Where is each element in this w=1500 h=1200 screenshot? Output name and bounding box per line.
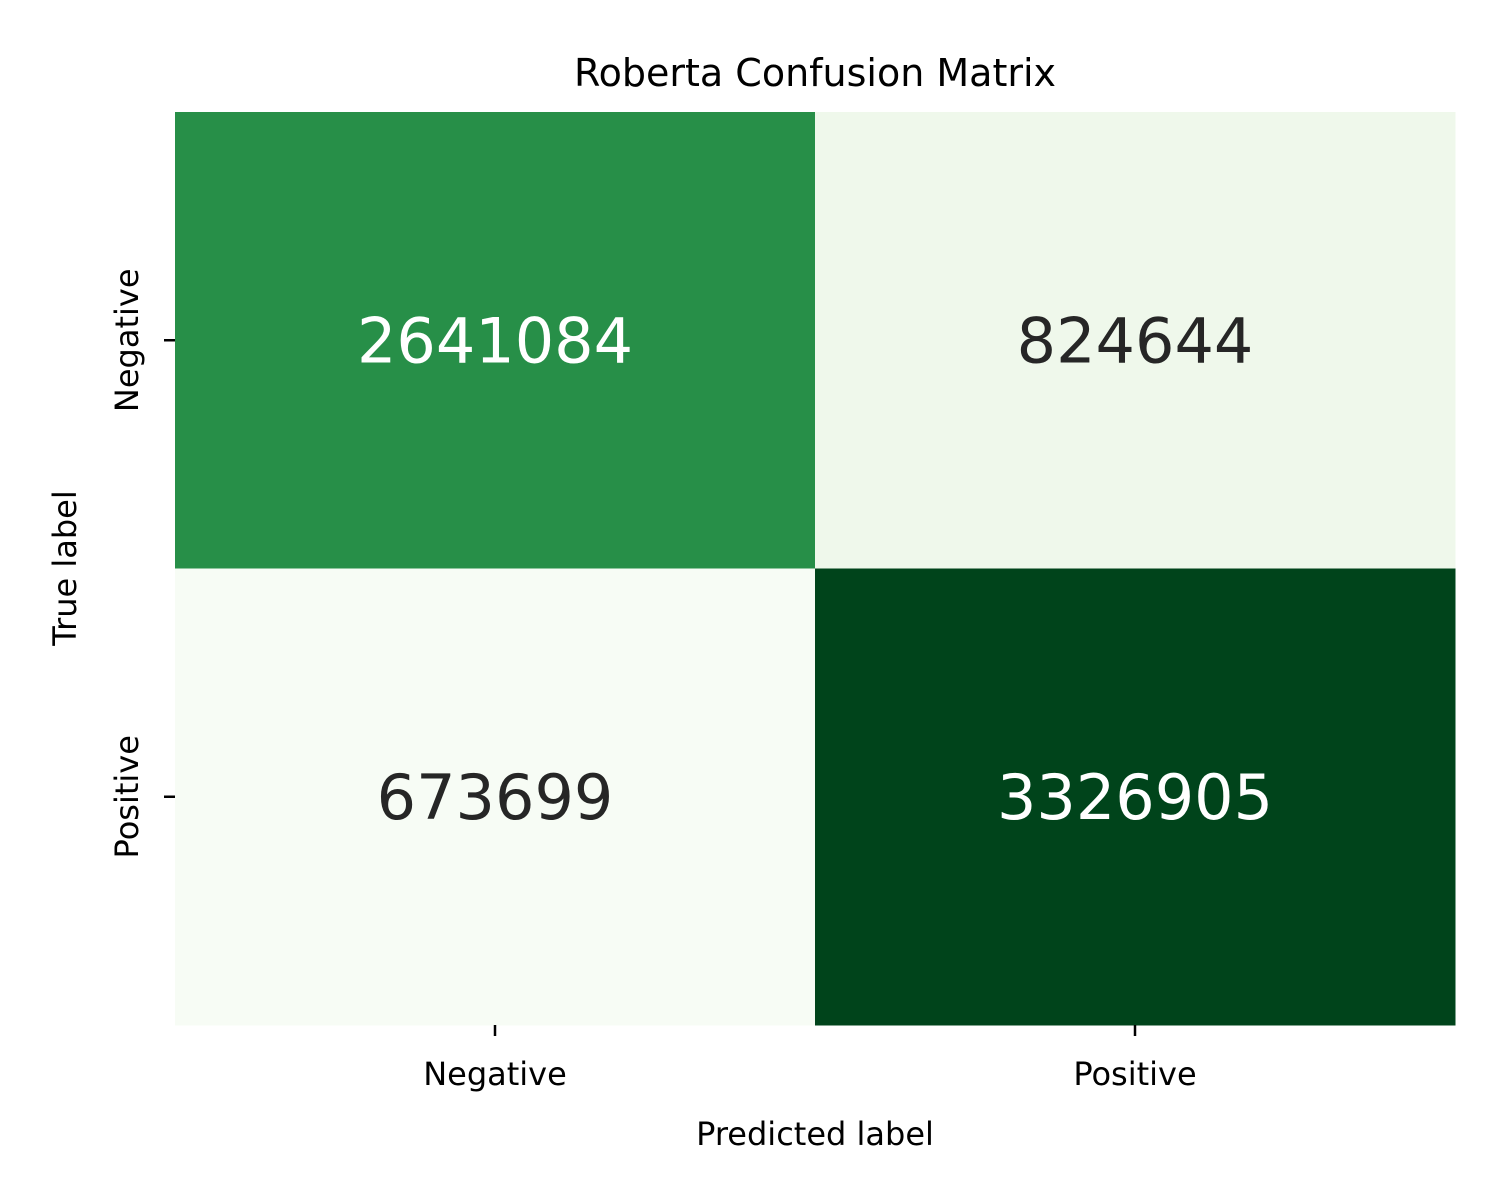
y-axis: Negative Positive	[108, 268, 175, 858]
chart-title: Roberta Confusion Matrix	[574, 51, 1056, 95]
x-tick-label: Negative	[423, 1055, 567, 1093]
heatmap-cell-r0-c1	[815, 112, 1456, 569]
heatmap-cell-r0-c0	[175, 112, 816, 569]
cell-value-label-r1-c1: 3326905	[997, 761, 1273, 834]
y-axis-label: True label	[46, 490, 84, 647]
x-axis-label: Predicted label	[696, 1115, 934, 1153]
cell-value-label-r0-c0: 2641084	[357, 304, 633, 377]
y-tick-label: Negative	[108, 268, 146, 412]
x-tick-label: Positive	[1073, 1055, 1196, 1093]
cell-value-label-r0-c1: 824644	[1017, 304, 1254, 377]
heatmap-cell-labels: 2641084 824644 673699 3326905	[357, 304, 1273, 834]
x-axis: Negative Positive	[423, 1025, 1197, 1093]
heatmap-cells	[175, 112, 1456, 1026]
heatmap-cell-r1-c0	[175, 568, 816, 1026]
heatmap-cell-r1-c1	[815, 568, 1456, 1026]
cell-value-label-r1-c0: 673699	[377, 761, 614, 834]
y-tick-label: Positive	[108, 735, 146, 858]
